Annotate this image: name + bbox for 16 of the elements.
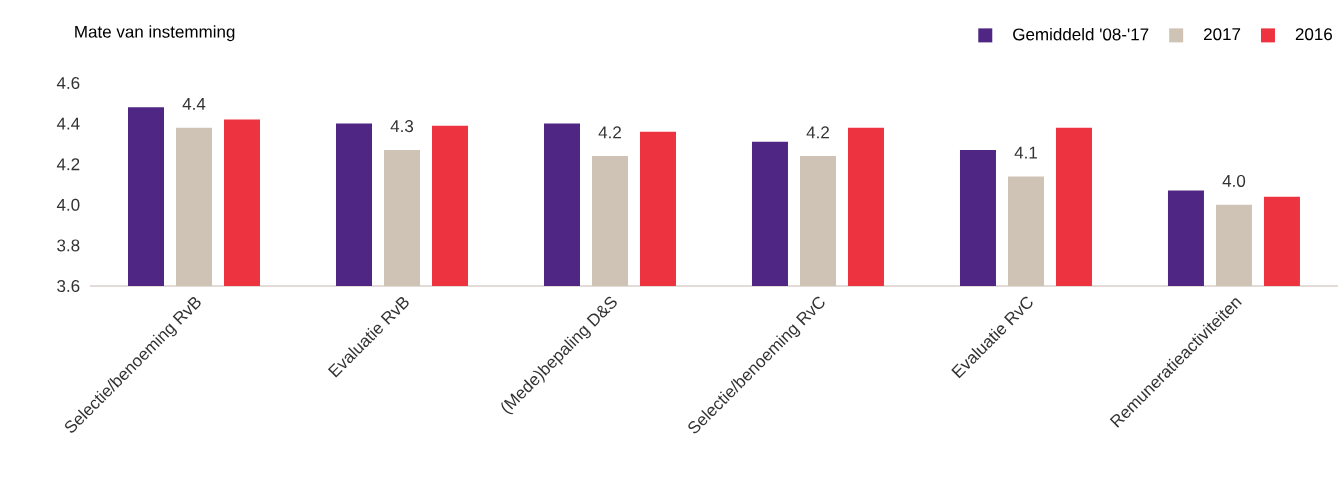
data-label: 4.4 — [182, 98, 206, 110]
data-label: 4.3 — [390, 120, 414, 133]
legend-label: 2016 — [1295, 28, 1333, 41]
data-label: 4.2 — [598, 126, 621, 139]
legend-label: Gemiddeld '08-'17 — [1013, 27, 1149, 41]
legend-label: 2017 — [1204, 28, 1241, 41]
y-tick-label: 4.4 — [56, 117, 80, 130]
y-tick-label: 3.8 — [57, 239, 80, 252]
data-label: 4.0 — [1222, 174, 1246, 187]
data-label: 4.2 — [806, 126, 829, 139]
y-tick-label: 3.6 — [57, 279, 80, 293]
y-axis-title: Mate van instemming — [75, 25, 235, 42]
y-tick-label: 4.2 — [56, 158, 80, 171]
y-tick-label: 4.0 — [56, 198, 80, 211]
data-label: 4.1 — [1014, 146, 1037, 159]
y-tick-label: 4.6 — [56, 76, 80, 90]
